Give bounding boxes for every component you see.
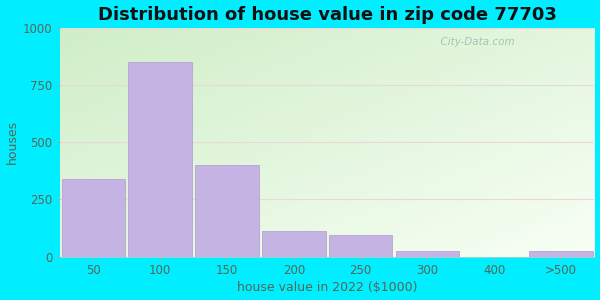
Bar: [329, 235, 392, 256]
Y-axis label: houses: houses: [5, 120, 19, 164]
Title: Distribution of house value in zip code 77703: Distribution of house value in zip code …: [98, 6, 557, 24]
Bar: [195, 165, 259, 256]
X-axis label: house value in 2022 ($1000): house value in 2022 ($1000): [237, 281, 418, 294]
Bar: [529, 251, 593, 256]
Bar: [128, 62, 192, 256]
Bar: [62, 179, 125, 256]
Text: City-Data.com: City-Data.com: [434, 37, 515, 47]
Bar: [395, 251, 459, 256]
Bar: [262, 232, 326, 256]
